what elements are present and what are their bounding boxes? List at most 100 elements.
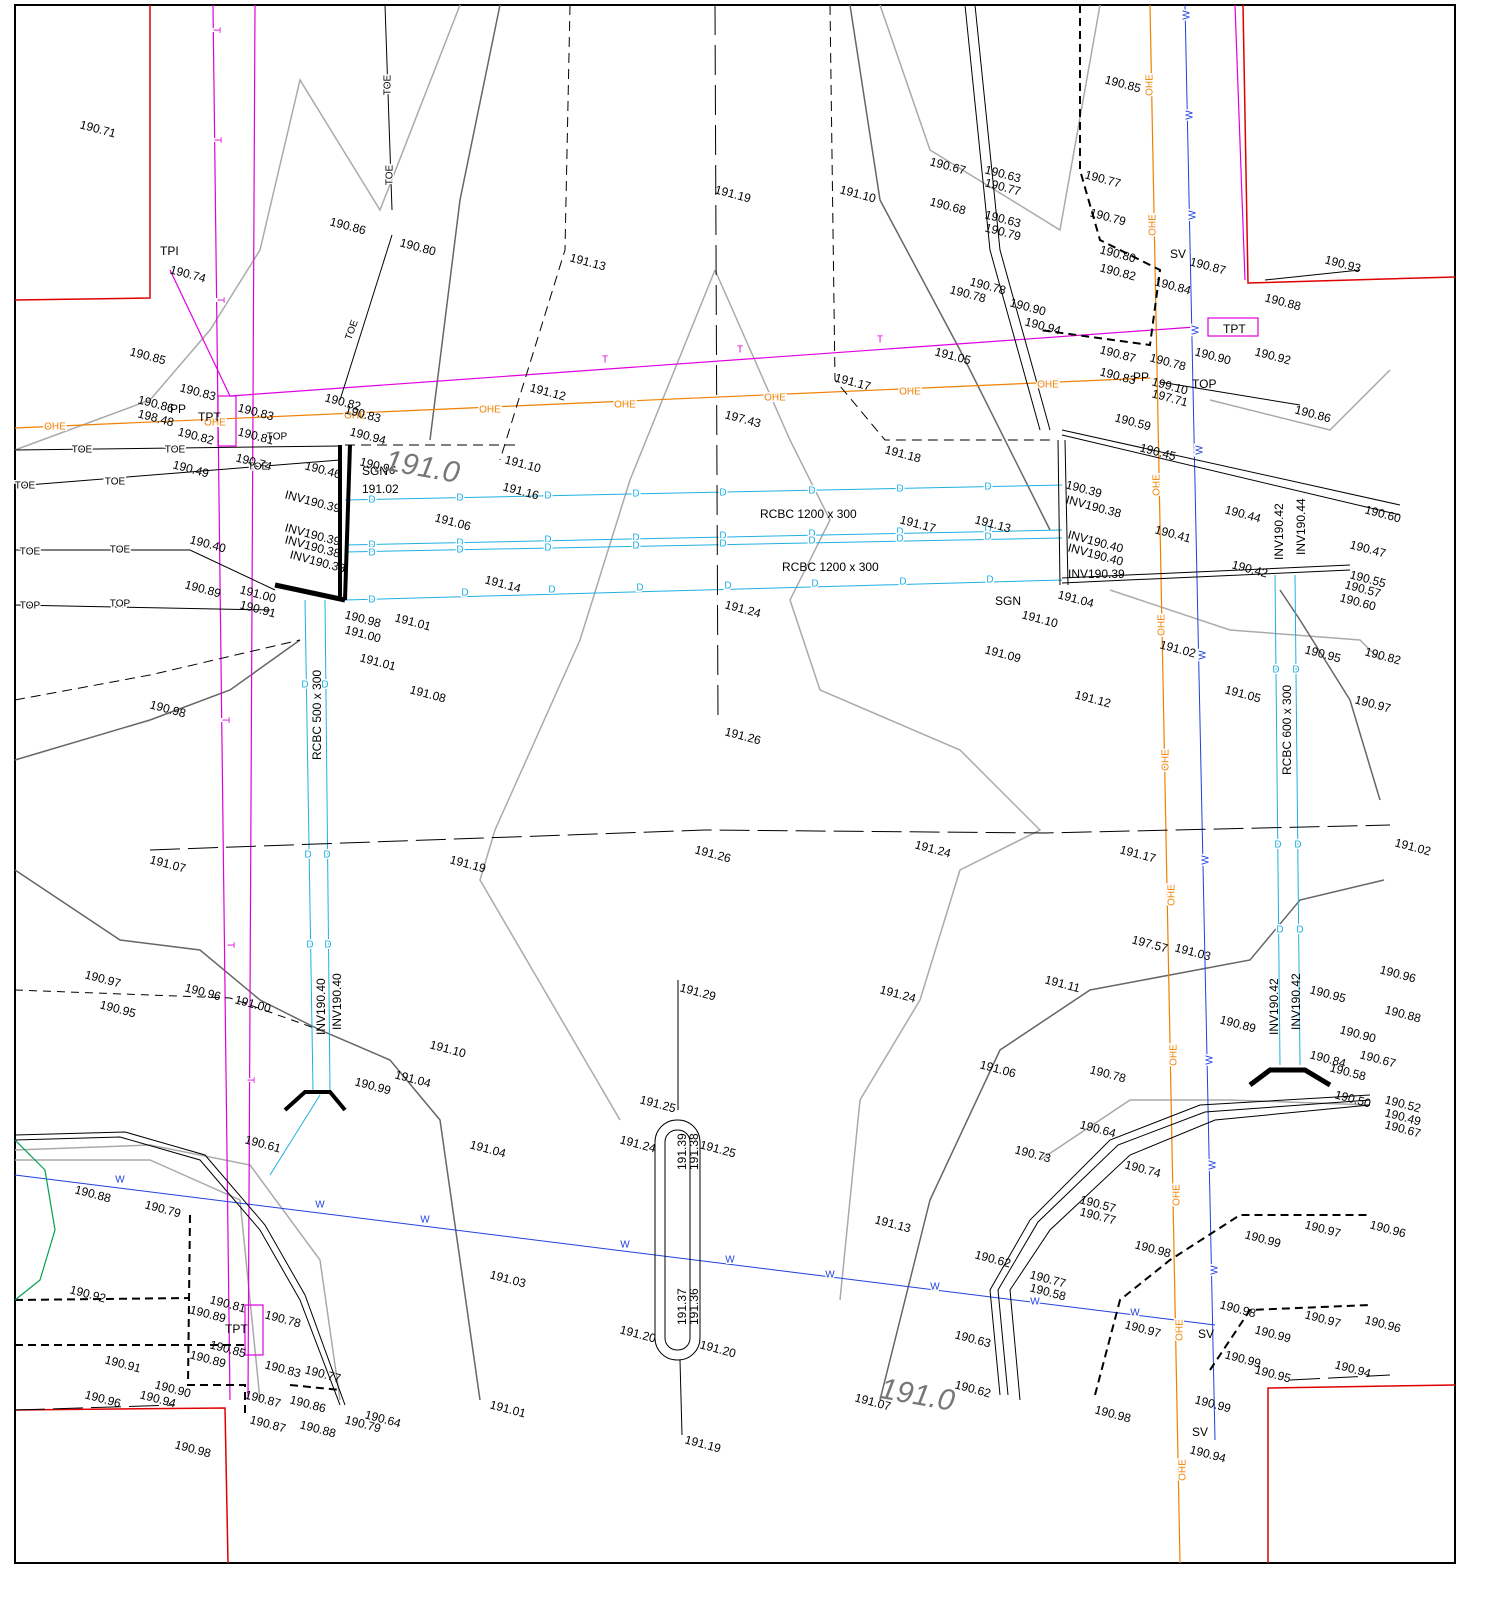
line-code: OHE	[1172, 1184, 1183, 1206]
line-code: TOE	[385, 164, 396, 185]
line-code: T	[737, 345, 743, 356]
line-code: TOE	[20, 547, 41, 558]
line-code: D	[456, 493, 463, 504]
line-code: W	[1030, 1297, 1040, 1308]
line-code: TOE	[248, 462, 269, 473]
line-code: T	[602, 355, 608, 366]
line-code: D	[896, 534, 903, 545]
spot-label: INV190.44	[1294, 498, 1308, 555]
spot-label: PP	[1133, 370, 1149, 384]
line-code: D	[811, 579, 818, 590]
line-code: T	[210, 27, 221, 33]
line-code: D	[1294, 840, 1301, 851]
line-code: OHE	[1167, 884, 1178, 906]
property-lines	[14, 4, 1456, 1564]
spot-label: 191.39	[675, 1133, 689, 1170]
line-code: D	[456, 545, 463, 556]
line-code: D	[306, 940, 313, 951]
line-code: D	[984, 482, 991, 493]
linework	[14, 4, 1456, 1564]
spot-label: SV	[1170, 247, 1186, 261]
line-code: OHE	[899, 387, 921, 398]
spot-label: 191.38	[687, 1133, 701, 1170]
drain-lines	[269, 484, 1301, 1176]
survey-lines	[14, 4, 1401, 1436]
spot-label: INV190.39	[1068, 567, 1125, 581]
line-code: T	[211, 137, 222, 143]
line-code: D	[324, 940, 331, 951]
spot-label: RCBC 1200 x 300	[782, 560, 879, 574]
line-code: OHE	[44, 422, 66, 433]
line-codes: OHE OHE OHE OHE OHE OHE OHE OHE OHE OHE OHE OHE OHE O…	[13, 8, 1305, 1482]
spot-label: RCBC 600 x 300	[1280, 685, 1294, 775]
line-code: TOE	[15, 481, 36, 492]
telephone-lines	[169, 4, 1259, 1401]
tree-line	[14, 1139, 56, 1301]
line-code: OHE	[1157, 614, 1168, 636]
spot-label: 191.02	[362, 482, 399, 496]
line-code: D	[724, 581, 731, 592]
line-code: OHE	[1175, 1319, 1186, 1341]
line-code: OHE	[1152, 474, 1163, 496]
contours-dark	[14, 4, 1385, 1401]
water-lines	[14, 4, 1216, 1441]
line-code: D	[896, 527, 903, 538]
line-code: W	[1210, 1265, 1221, 1275]
line-code: D	[636, 583, 643, 594]
line-code: D	[984, 532, 991, 543]
line-code: D	[304, 850, 311, 861]
line-code: W	[1188, 210, 1199, 220]
line-code: D	[719, 488, 726, 499]
line-code: D	[632, 541, 639, 552]
spot-label: SV	[1198, 1327, 1214, 1341]
spot-label: INV190.42	[1267, 978, 1281, 1035]
line-code: TOP	[20, 601, 41, 612]
spot-label: RCBC 500 x 300	[310, 670, 324, 760]
line-code: OHE	[204, 418, 226, 429]
contours	[14, 4, 1391, 1401]
line-code: D	[984, 525, 991, 536]
line-code: TOE	[165, 445, 186, 456]
line-code: OHE	[614, 400, 636, 411]
line-code: OHE	[1037, 380, 1059, 391]
line-code: W	[825, 1270, 835, 1281]
line-code: W	[1208, 1160, 1219, 1170]
line-code: D	[548, 585, 555, 596]
sheet-border	[14, 4, 1456, 1564]
line-code: T	[219, 717, 230, 723]
spot-label: RCBC 1200 x 300	[760, 507, 857, 521]
line-code: W	[1185, 110, 1196, 120]
line-code: D	[632, 533, 639, 544]
line-code: TOE	[110, 545, 131, 556]
line-code: OHE	[1148, 214, 1159, 236]
line-code: D	[461, 588, 468, 599]
line-code: W	[420, 1215, 430, 1226]
line-code: W	[1201, 855, 1212, 865]
line-code: D	[986, 575, 993, 586]
spot-label: TPT	[1223, 322, 1246, 336]
line-code: W	[930, 1282, 940, 1293]
spot-label: INV190.42	[1272, 503, 1286, 560]
spot-label: 191.36	[687, 1288, 701, 1325]
line-code: OHE	[764, 393, 786, 404]
line-code: W	[1130, 1308, 1140, 1319]
line-code: OHE	[1169, 1044, 1180, 1066]
line-code: OHE	[479, 405, 501, 416]
line-code: D	[719, 539, 726, 550]
line-code: D	[896, 484, 903, 495]
line-code: W	[1195, 445, 1206, 455]
line-code: D	[1276, 925, 1283, 936]
line-code: D	[368, 540, 375, 551]
line-code: W	[315, 1200, 325, 1211]
line-code: D	[323, 850, 330, 861]
line-code: W	[620, 1240, 630, 1251]
line-code: TOP	[110, 599, 131, 610]
line-code: W	[1205, 1055, 1216, 1065]
line-code: D	[808, 536, 815, 547]
line-code: D	[321, 680, 328, 691]
line-code: W	[1182, 10, 1193, 20]
line-code: TOE	[105, 477, 126, 488]
line-code: T	[224, 942, 235, 948]
line-code: D	[719, 531, 726, 542]
